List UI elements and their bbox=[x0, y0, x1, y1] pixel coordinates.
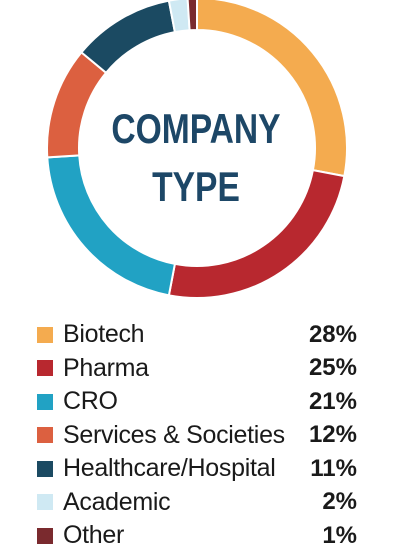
donut-chart: COMPANY TYPE bbox=[46, 0, 348, 299]
legend-item: Other 1% bbox=[37, 519, 367, 553]
legend-label: Services & Societies bbox=[63, 420, 285, 449]
legend-item: Academic 2% bbox=[37, 486, 367, 520]
legend-value: 12% bbox=[308, 421, 357, 449]
legend-value: 21% bbox=[308, 387, 357, 415]
legend-label: Biotech bbox=[63, 320, 145, 349]
donut-slice-healthcare-hospital bbox=[80, 0, 177, 75]
legend-swatch bbox=[37, 393, 53, 410]
chart-title-line-1: COMPANY bbox=[111, 107, 280, 153]
legend-swatch bbox=[37, 360, 53, 377]
legend-label: Other bbox=[63, 521, 125, 550]
legend-label: Academic bbox=[63, 487, 171, 516]
legend-value: 11% bbox=[310, 454, 357, 482]
legend-value: 28% bbox=[308, 320, 357, 348]
legend-item: Biotech 28% bbox=[37, 318, 367, 352]
chart-legend: Biotech 28% Pharma 25% CRO 21% Services & Soci… bbox=[37, 318, 367, 553]
legend-swatch bbox=[37, 527, 53, 544]
legend-label: Pharma bbox=[63, 353, 149, 382]
legend-item: Services & Societies 12% bbox=[37, 419, 367, 453]
legend-value: 1% bbox=[322, 521, 357, 549]
legend-swatch bbox=[37, 494, 53, 511]
legend-label: Healthcare/Hospital bbox=[63, 454, 276, 483]
legend-swatch bbox=[37, 460, 53, 477]
legend-label: CRO bbox=[63, 387, 118, 416]
donut-slice-other bbox=[186, 0, 198, 32]
donut-slice-services-societies bbox=[46, 50, 108, 159]
legend-item: CRO 21% bbox=[37, 385, 367, 419]
chart-title-line-2: TYPE bbox=[152, 165, 240, 211]
legend-value: 2% bbox=[322, 488, 357, 516]
legend-swatch bbox=[37, 326, 53, 343]
legend-item: Healthcare/Hospital 11% bbox=[37, 452, 367, 486]
legend-value: 25% bbox=[308, 354, 357, 382]
legend-item: Pharma 25% bbox=[37, 352, 367, 386]
donut-slices bbox=[46, 0, 348, 299]
legend-swatch bbox=[37, 427, 53, 444]
